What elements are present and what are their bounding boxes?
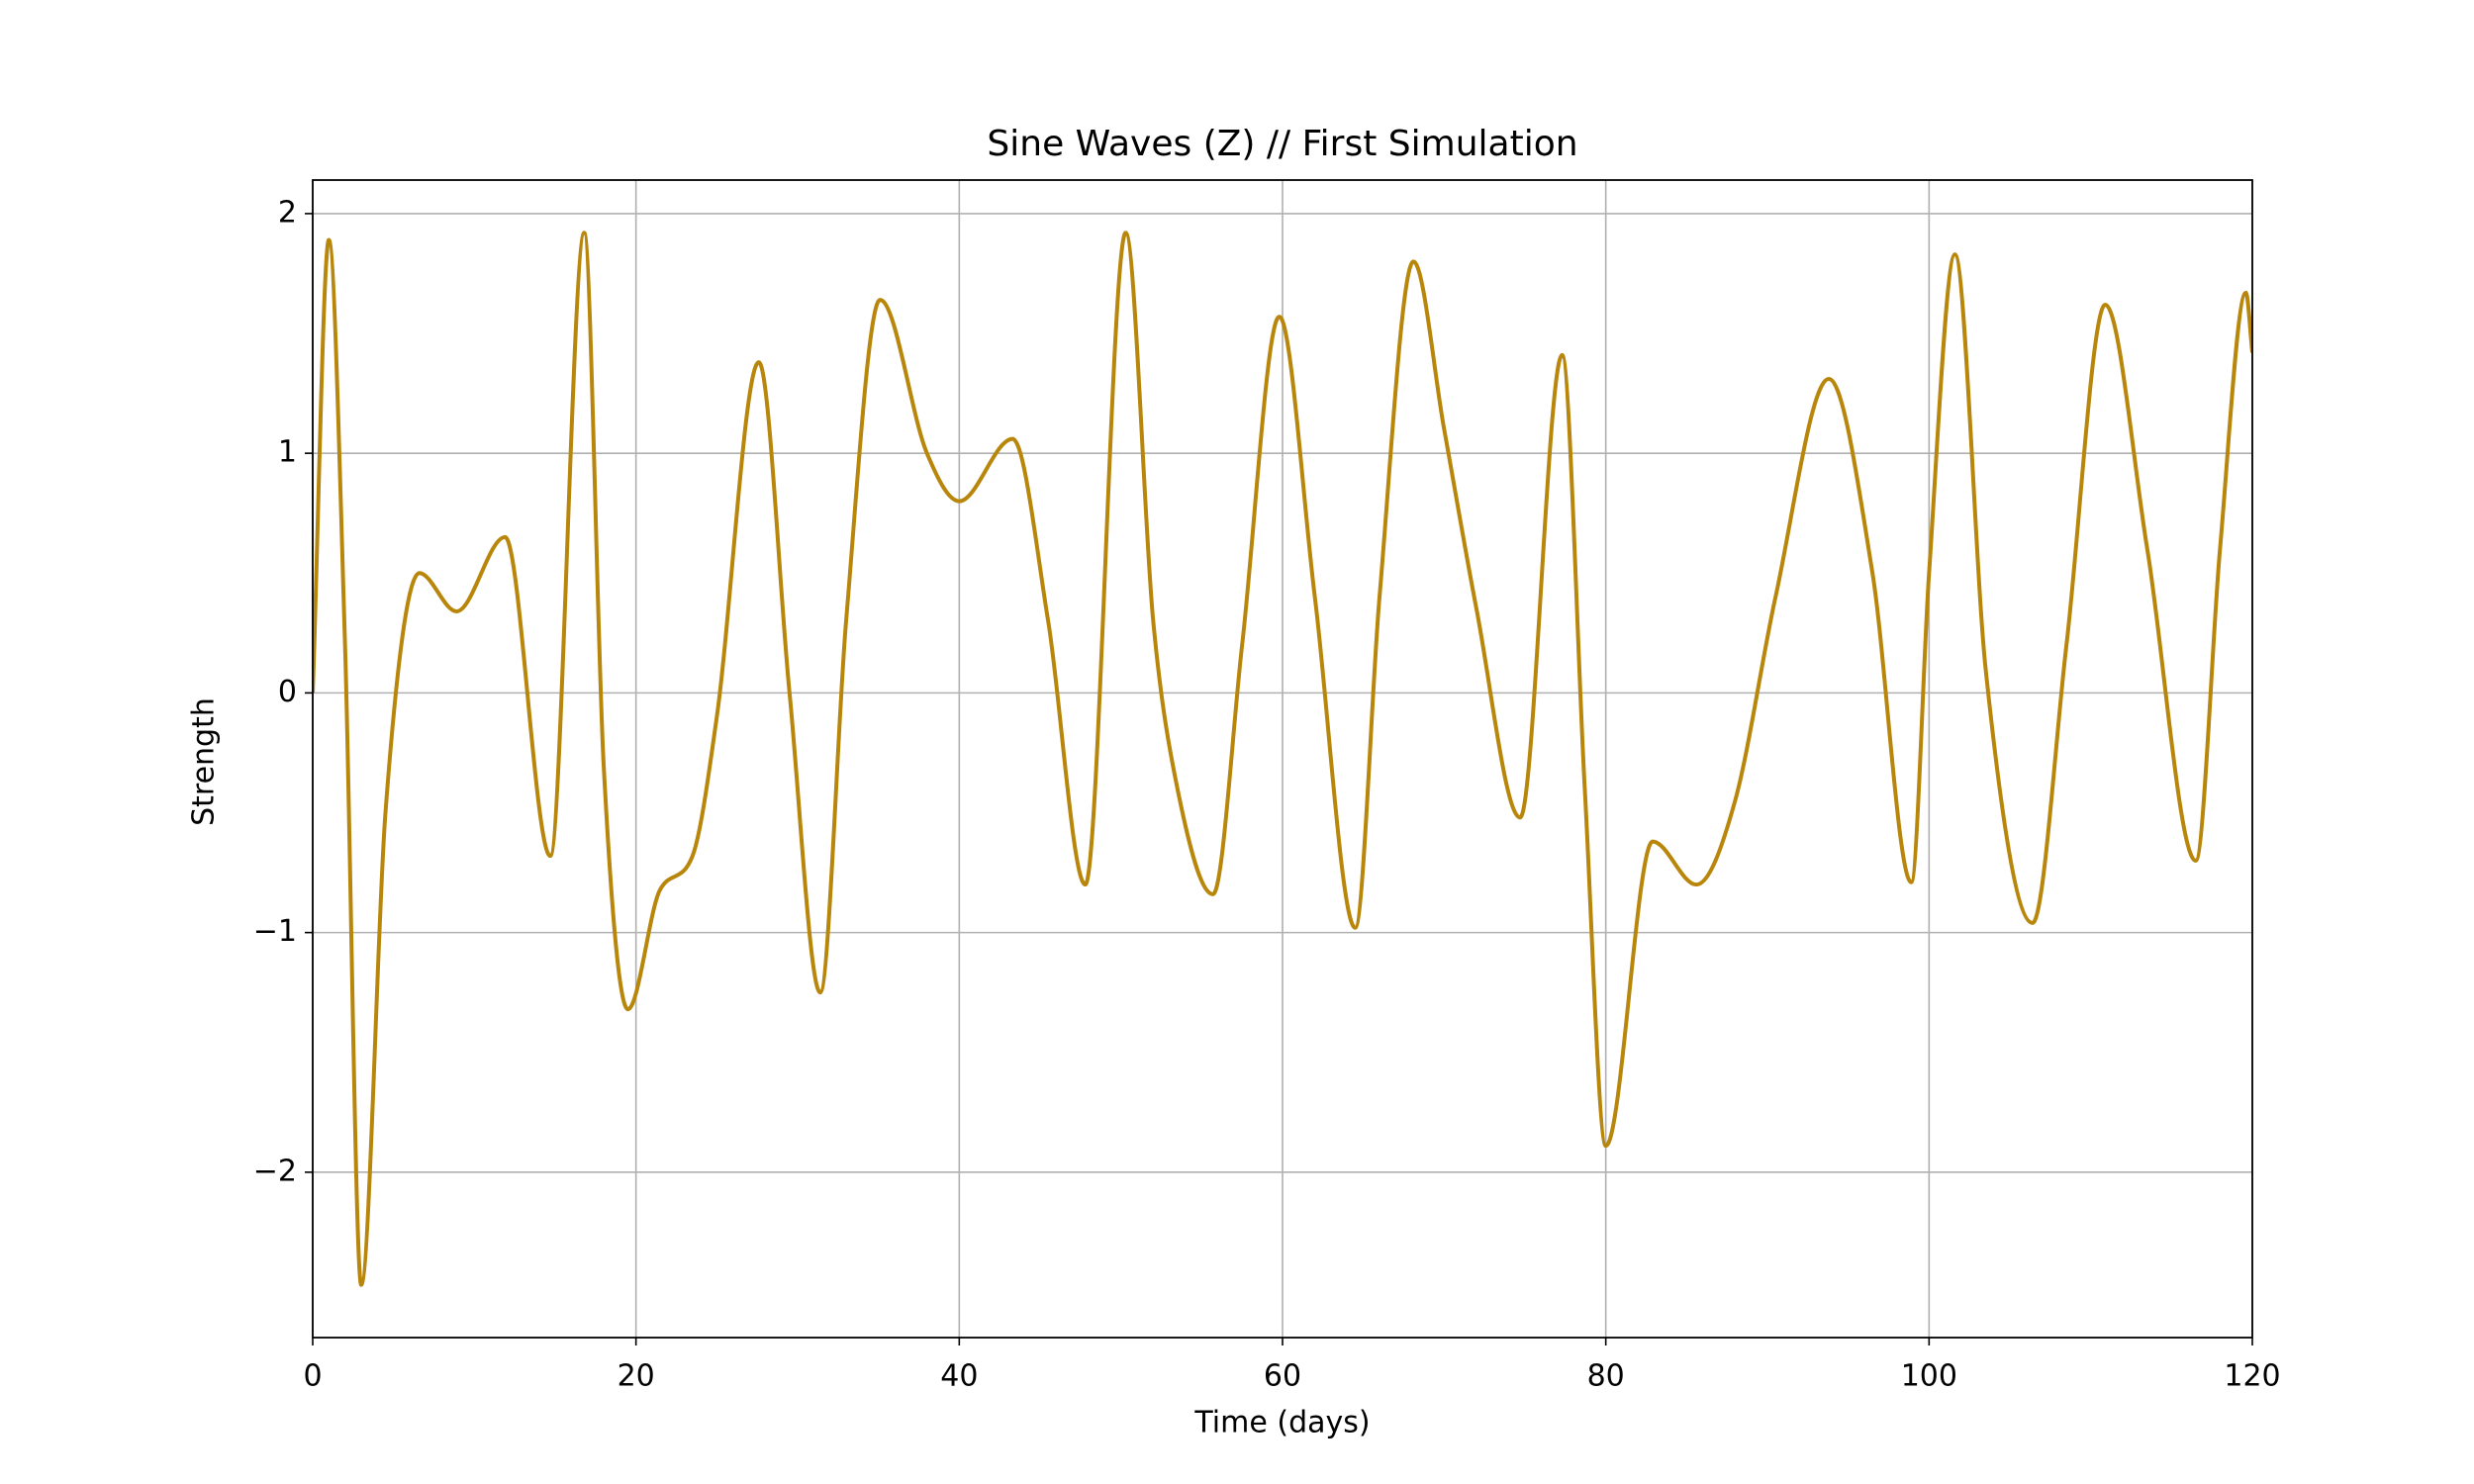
plot-frame xyxy=(312,179,2253,1339)
y-axis-label: Strength xyxy=(187,697,222,826)
line xyxy=(313,231,2252,1287)
y-tick-label: 2 xyxy=(278,195,297,230)
x-tick-label: 100 xyxy=(1901,1359,1957,1394)
y-tick-label: −1 xyxy=(253,914,297,949)
chart-title: Sine Waves (Z) // First Simulation xyxy=(987,124,1577,164)
y-tick-label: 0 xyxy=(278,675,297,709)
y-tick-label: 1 xyxy=(278,435,297,470)
x-tick-label: 60 xyxy=(1264,1359,1301,1394)
x-tick-label: 0 xyxy=(303,1359,322,1394)
y-tick-label: −2 xyxy=(253,1154,297,1188)
x-axis-label: Time (days) xyxy=(1193,1406,1370,1440)
x-tick-label: 20 xyxy=(618,1359,655,1394)
x-tick-label: 40 xyxy=(940,1359,978,1394)
x-tick-label: 80 xyxy=(1587,1359,1625,1394)
x-tick-label: 120 xyxy=(2224,1359,2280,1394)
